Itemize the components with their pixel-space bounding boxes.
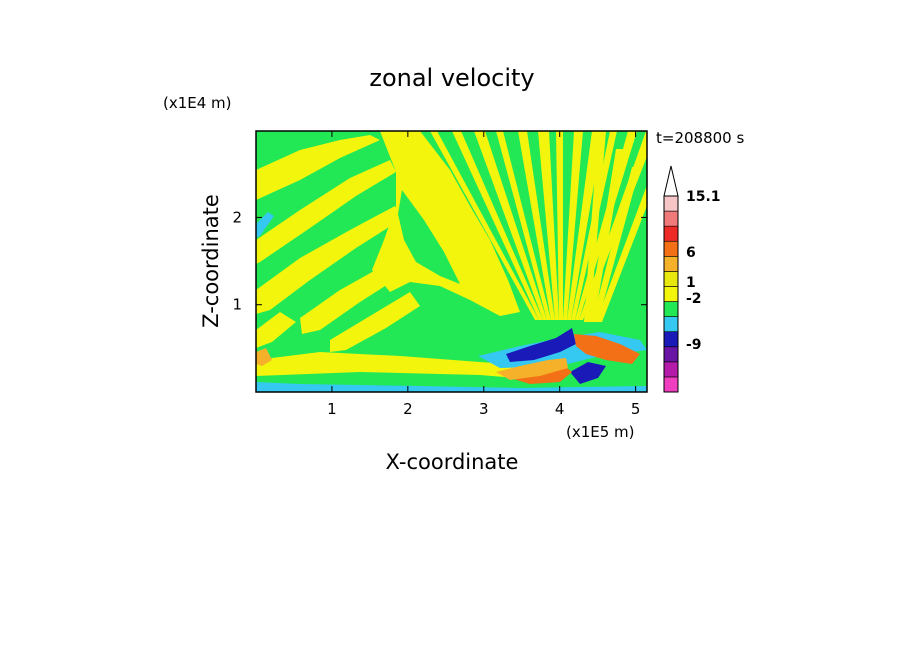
left-orange-patch [256, 348, 272, 366]
x-tick-label: 2 [403, 400, 413, 418]
colorbar-level [663, 361, 679, 378]
x-tick-label: 1 [327, 400, 337, 418]
axis-tick-labels: 1 2 3 4 5 1 2 [232, 208, 640, 418]
y-tick-label: 2 [232, 208, 242, 226]
negative-jet-upper [506, 328, 576, 362]
time-label: t=208800 s [656, 129, 744, 147]
y-scale-label: (x1E4 m) [163, 94, 232, 112]
colorbar-level [663, 210, 679, 227]
y-axis-title: Z-coordinate [199, 194, 223, 328]
yellow-band [452, 131, 543, 320]
heatmap-plot-area [256, 131, 647, 392]
positive-jet-upper [574, 334, 640, 364]
colorbar-level [663, 286, 679, 302]
colorbar-level [663, 376, 679, 393]
yellow-band [538, 131, 559, 320]
colorbar-level [663, 331, 679, 348]
colorbar [663, 165, 679, 393]
colorbar-label: 1 [686, 275, 696, 291]
colorbar-label: -9 [686, 337, 702, 353]
colorbar-level [663, 256, 679, 272]
colorbar-level [663, 346, 679, 363]
yellow-band [330, 292, 420, 352]
colorbar-overflow-triangle [663, 165, 679, 197]
y-tick-label: 1 [232, 296, 242, 314]
velocity-features [256, 212, 647, 392]
chart-title: zonal velocity [369, 64, 534, 92]
yellow-band [563, 131, 583, 320]
colorbar-label: 15.1 [686, 189, 721, 205]
yellow-band [256, 160, 396, 264]
negative-jet-lower [570, 362, 606, 384]
plot-frame [255, 130, 648, 393]
yellow-band [256, 206, 400, 314]
x-tick-label: 3 [479, 400, 489, 418]
colorbar-labels: 15.1 6 1-2 -9 [686, 189, 721, 353]
x-scale-label: (x1E5 m) [566, 423, 635, 441]
yellow-band [474, 131, 547, 320]
yellow-band [596, 185, 647, 322]
colorbar-label: -2 [686, 291, 702, 307]
yellow-band [300, 262, 404, 334]
positive-jet-light [496, 358, 568, 380]
colorbar-level [663, 316, 679, 332]
axis-ticks [256, 131, 647, 392]
x-axis-title: X-coordinate [386, 450, 519, 474]
yellow-band [256, 135, 380, 200]
colorbar-level [663, 195, 679, 212]
yellow-band [588, 149, 624, 322]
yellow-band [430, 131, 539, 320]
yellow-band [372, 131, 520, 316]
left-cyan-patch [256, 212, 274, 238]
surface-cyan-layer [256, 382, 647, 392]
colorbar-label: 6 [686, 245, 696, 261]
positive-velocity-bands [256, 131, 647, 352]
colorbar-frame [663, 195, 679, 393]
yellow-band [496, 131, 551, 320]
colorbar-level [663, 271, 679, 287]
yellow-band [584, 131, 606, 322]
yellow-band [256, 312, 296, 348]
yellow-band [592, 167, 640, 322]
yellow-band [556, 131, 563, 320]
x-tick-label: 4 [555, 400, 565, 418]
yellow-band [567, 131, 603, 320]
colorbar-level [663, 240, 679, 257]
yellow-band [518, 131, 555, 320]
colorbar-level [663, 225, 679, 242]
x-tick-label: 5 [631, 400, 641, 418]
green-band [398, 190, 460, 284]
colorbar-level [663, 301, 679, 317]
